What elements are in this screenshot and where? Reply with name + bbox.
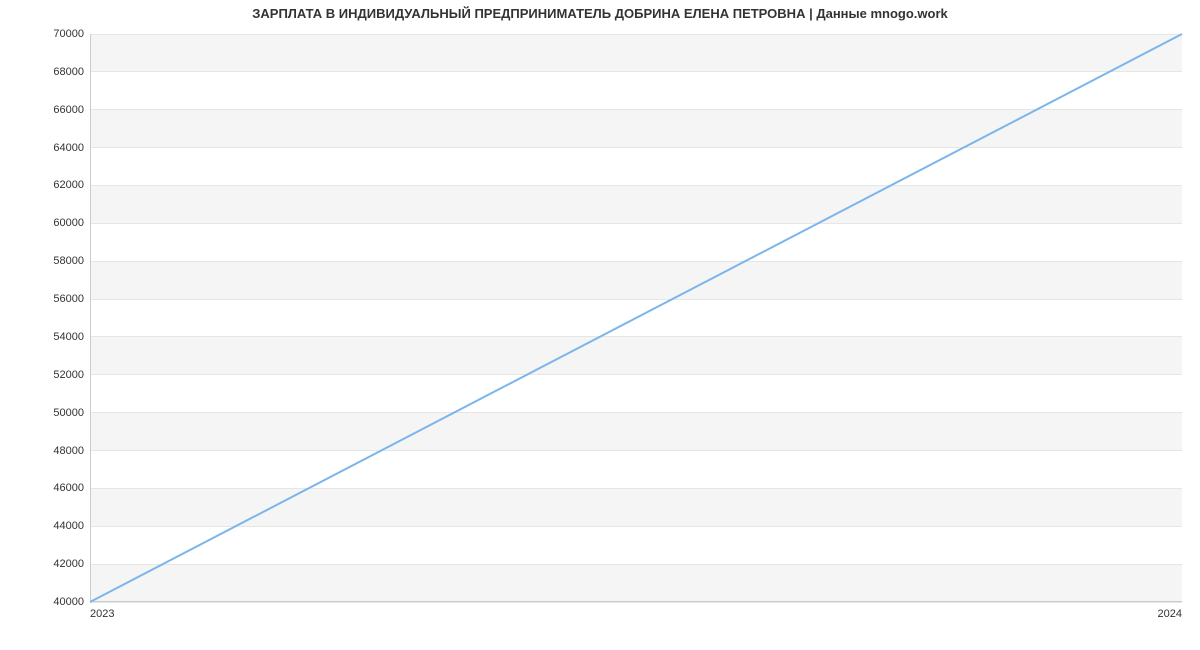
y-tick-label: 66000 (53, 104, 84, 116)
y-tick-label: 44000 (53, 520, 84, 532)
series-salary (90, 34, 1182, 602)
plot-area: 4000042000440004600048000500005200054000… (90, 34, 1182, 602)
y-tick-label: 60000 (53, 217, 84, 229)
salary-line-chart: ЗАРПЛАТА В ИНДИВИДУАЛЬНЫЙ ПРЕДПРИНИМАТЕЛ… (0, 0, 1200, 650)
y-tick-label: 54000 (53, 331, 84, 343)
y-tick-label: 56000 (53, 293, 84, 305)
y-tick-label: 64000 (53, 142, 84, 154)
y-tick-label: 50000 (53, 407, 84, 419)
y-tick-label: 68000 (53, 66, 84, 78)
x-tick-label: 2023 (90, 608, 114, 620)
series-layer (90, 34, 1182, 602)
y-tick-label: 58000 (53, 255, 84, 267)
y-tick-label: 42000 (53, 558, 84, 570)
y-tick-label: 48000 (53, 445, 84, 457)
y-tick-label: 46000 (53, 482, 84, 494)
y-tick-label: 52000 (53, 369, 84, 381)
chart-title: ЗАРПЛАТА В ИНДИВИДУАЛЬНЫЙ ПРЕДПРИНИМАТЕЛ… (0, 6, 1200, 21)
y-tick-label: 70000 (53, 28, 84, 40)
x-tick-label: 2024 (1158, 608, 1182, 620)
y-tick-label: 40000 (53, 596, 84, 608)
y-tick-label: 62000 (53, 179, 84, 191)
